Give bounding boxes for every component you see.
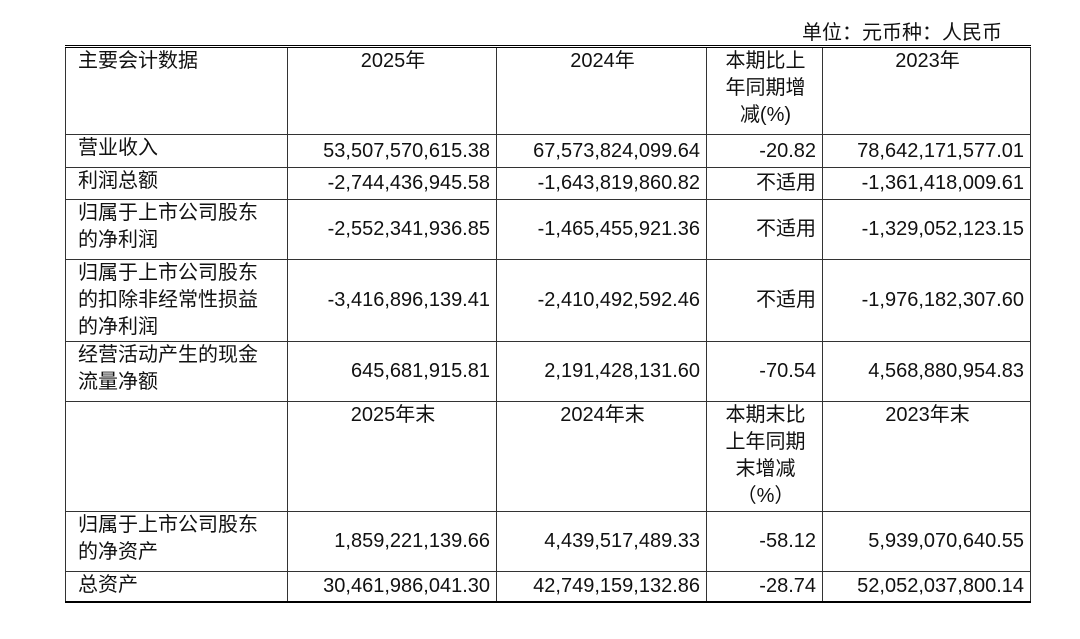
cell-value: -1,976,182,307.60 [822, 259, 1031, 342]
cell-value: 不适用 [706, 199, 823, 260]
cell-value: 不适用 [706, 259, 823, 342]
row-label: 经营活动产生的现金流量净额 [65, 341, 288, 402]
cell-value: -1,643,819,860.82 [496, 167, 707, 200]
cell-value: -20.82 [706, 134, 823, 168]
header-row: 主要会计数据 2025年 2024年 本期比上年同期增减(%) 2023年 [65, 46, 1031, 135]
cell-value: -1,465,455,921.36 [496, 199, 707, 260]
column-header: 2023年末 [822, 401, 1031, 512]
row-label: 归属于上市公司股东的净利润 [65, 199, 288, 260]
column-header: 2024年 [496, 46, 707, 135]
cell-value: 1,859,221,139.66 [287, 511, 497, 572]
cell-value: 30,461,986,041.30 [287, 571, 497, 602]
row-label: 利润总额 [65, 167, 288, 200]
data-row: 归属于上市公司股东的扣除非经常性损益的净利润 -3,416,896,139.41-… [65, 259, 1031, 342]
cell-value: 645,681,915.81 [287, 341, 497, 402]
cell-value: -70.54 [706, 341, 823, 402]
cell-value: 67,573,824,099.64 [496, 134, 707, 168]
unit-note: 单位：元币种：人民币 [802, 20, 1002, 44]
cell-value: -58.12 [706, 511, 823, 572]
cell-value: 42,749,159,132.86 [496, 571, 707, 602]
cell-value: -2,410,492,592.46 [496, 259, 707, 342]
row-label: 总资产 [65, 571, 288, 602]
cell-value: 78,642,171,577.01 [822, 134, 1031, 168]
data-row: 经营活动产生的现金流量净额 645,681,915.81 2,191,428,131… [65, 341, 1031, 402]
row-label: 主要会计数据 [65, 46, 288, 135]
data-row: 归属于上市公司股东的净利润 -2,552,341,936.85 -1,465,455… [65, 199, 1031, 260]
cell-value: 5,939,070,640.55 [822, 511, 1031, 572]
data-row: 营业收入 53,507,570,615.38 67,573,824,099.64 -2… [65, 134, 1031, 168]
column-header: 2025年 [287, 46, 497, 135]
cell-value: 4,568,880,954.83 [822, 341, 1031, 402]
data-row: 利润总额 -2,744,436,945.58 -1,643,819,860.82 不适… [65, 167, 1031, 200]
column-header: 本期比上年同期增减(%) [706, 46, 823, 135]
column-header: 2025年末 [287, 401, 497, 512]
cell-value: -2,744,436,945.58 [287, 167, 497, 200]
row-label: 归属于上市公司股东的扣除非经常性损益的净利润 [65, 259, 288, 342]
cell-value: -1,329,052,123.15 [822, 199, 1031, 260]
row-label: 营业收入 [65, 134, 288, 168]
row-label: 归属于上市公司股东的净资产 [65, 511, 288, 572]
cell-value: -28.74 [706, 571, 823, 602]
cell-value: 2,191,428,131.60 [496, 341, 707, 402]
cell-value: -1,361,418,009.61 [822, 167, 1031, 200]
cell-value: -2,552,341,936.85 [287, 199, 497, 260]
column-header: 本期末比上年同期末增减（%） [706, 401, 823, 512]
column-header: 2023年 [822, 46, 1031, 135]
data-row: 归属于上市公司股东的净资产 1,859,221,139.66 4,439,517,4… [65, 511, 1031, 572]
cell-value: -3,416,896,139.41 [287, 259, 497, 342]
header-row: 2025年末 2024年末 本期末比上年同期末增减（%） 2023年末 [65, 401, 1031, 512]
cell-value: 4,439,517,489.33 [496, 511, 707, 572]
cell-value: 52,052,037,800.14 [822, 571, 1031, 602]
data-row: 总资产 30,461,986,041.30 42,749,159,132.86 -28… [65, 571, 1031, 602]
cell-value: 53,507,570,615.38 [287, 134, 497, 168]
row-label [65, 401, 288, 512]
cell-value: 不适用 [706, 167, 823, 200]
column-header: 2024年末 [496, 401, 707, 512]
financial-table: 主要会计数据 2025年 2024年 本期比上年同期增减(%) 2023年 营业收入 53,… [65, 45, 1031, 603]
